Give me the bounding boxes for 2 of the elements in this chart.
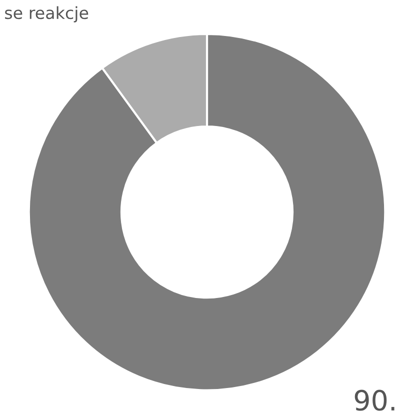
data-label: 90. — [354, 390, 394, 411]
chart-title: se reakcje — [5, 6, 88, 22]
